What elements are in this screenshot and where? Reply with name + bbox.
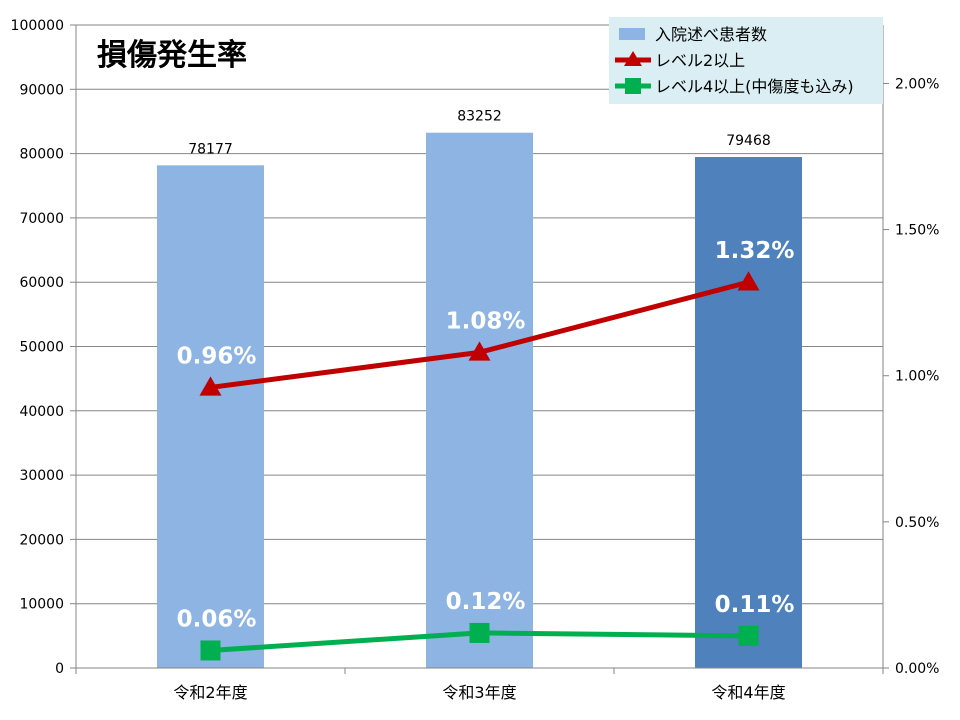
left-axis-tick-label: 10000 xyxy=(19,597,64,613)
line-marker-triangle xyxy=(199,376,222,396)
line-data-label: 1.08% xyxy=(446,308,526,334)
line-data-label: 0.12% xyxy=(446,589,526,615)
left-axis-tick-label: 40000 xyxy=(19,404,64,420)
line-data-label: 0.06% xyxy=(177,606,257,632)
left-axis-tick-label: 60000 xyxy=(19,275,64,291)
left-axis-tick-label: 20000 xyxy=(19,532,64,548)
legend-marker-square xyxy=(625,78,641,94)
lines xyxy=(199,271,760,661)
line-marker-square xyxy=(738,625,759,646)
bar xyxy=(157,165,264,668)
x-axis-category-label: 令和2年度 xyxy=(173,683,247,702)
bars xyxy=(157,132,802,669)
right-axis-tick-label: 1.50% xyxy=(895,223,939,239)
line-marker-triangle xyxy=(737,271,760,291)
data-labels: 78177 83252 79468 0.96% 1.08% 1.32% 0.06% 0.12%… xyxy=(177,109,795,633)
right-axis-tick-label: 1.00% xyxy=(895,369,939,385)
bar-data-label: 79468 xyxy=(726,133,771,149)
legend-box xyxy=(609,17,883,104)
right-axis-tick-label: 0.50% xyxy=(895,515,939,531)
right-axis-tick-label: 2.00% xyxy=(895,76,939,92)
legend-entry-label: 入院述べ患者数 xyxy=(655,25,767,44)
axes: 0 10000 20000 30000 40000 50000 60000 70000 8000… xyxy=(11,18,940,702)
left-axis-tick-label: 80000 xyxy=(19,147,64,163)
line-data-label: 1.32% xyxy=(715,238,795,264)
legend-marker-triangle xyxy=(624,51,642,66)
bar xyxy=(695,157,802,669)
legend-swatch-bar xyxy=(619,28,645,40)
line-marker-square xyxy=(469,622,490,643)
bar xyxy=(426,132,533,668)
left-axis-tick-label: 100000 xyxy=(11,18,64,34)
left-axis-tick-label: 30000 xyxy=(19,468,64,484)
x-axis-category-label: 令和4年度 xyxy=(711,683,785,702)
left-axis-tick-label: 90000 xyxy=(19,82,64,98)
bar-data-label: 78177 xyxy=(188,141,233,157)
right-axis-tick-label: 0.00% xyxy=(895,661,939,677)
left-axis-tick-label: 0 xyxy=(55,661,64,677)
bar-data-label: 83252 xyxy=(457,109,502,125)
legend-entry-label: レベル4以上(中傷度も込み) xyxy=(655,77,854,96)
legend-entry-label: レベル2以上 xyxy=(655,51,745,70)
left-axis-tick-label: 70000 xyxy=(19,211,64,227)
chart-title: 損傷発生率 xyxy=(97,38,247,73)
left-axis-tick-label: 50000 xyxy=(19,340,64,356)
line-marker-square xyxy=(200,640,221,661)
line-marker-triangle xyxy=(468,341,491,361)
line-data-label: 0.96% xyxy=(177,343,257,369)
line-data-label: 0.11% xyxy=(715,592,795,618)
x-axis-category-label: 令和3年度 xyxy=(442,683,516,702)
